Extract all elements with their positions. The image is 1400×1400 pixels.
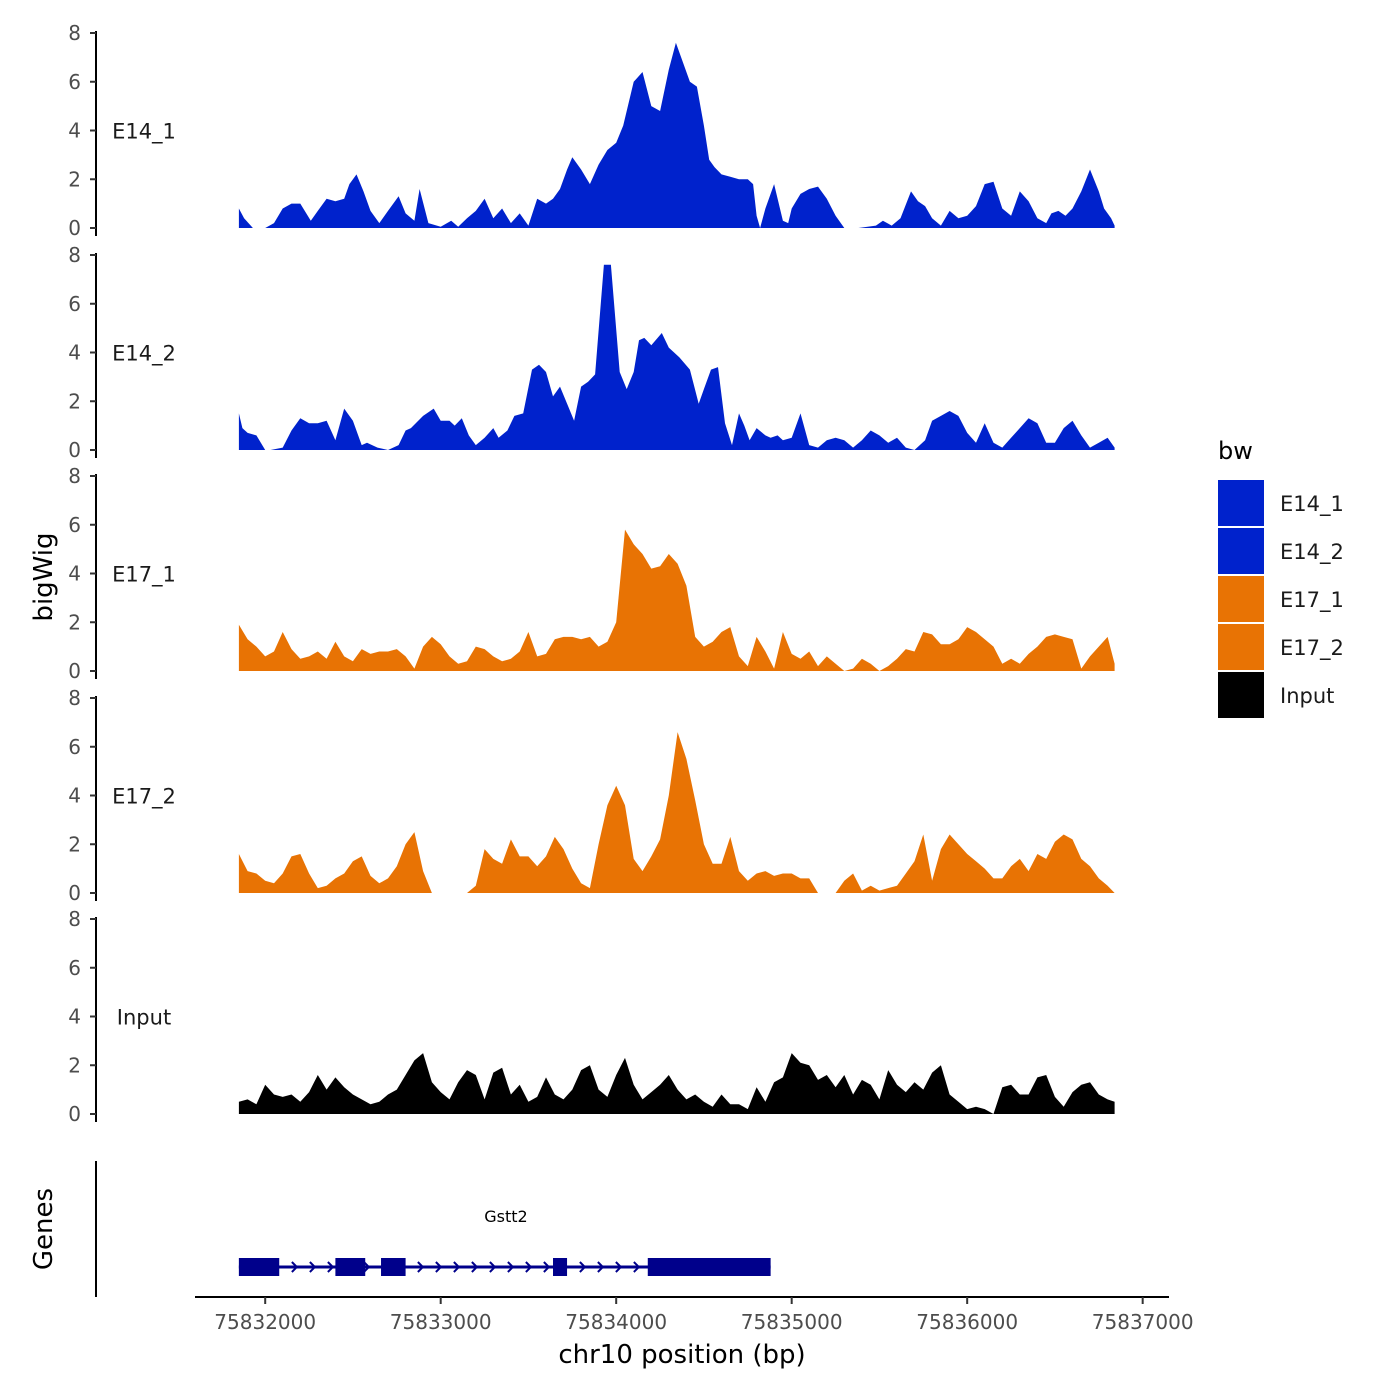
y-tick-label-e17-2-6: 6 xyxy=(68,735,81,759)
y-tick-label-input-6: 6 xyxy=(68,956,81,980)
x-ticks: 75832000 75833000 75834000 75835000 75836000… xyxy=(214,1297,1194,1334)
x-tick-label-75835000: 75835000 xyxy=(741,1310,843,1334)
gene-label-gstt2: Gstt2 xyxy=(484,1207,527,1226)
exon-2 xyxy=(335,1258,366,1276)
legend-label-e17-2: E17_2 xyxy=(1280,636,1344,661)
y-tick-label-input-0: 0 xyxy=(68,1102,81,1126)
y-tick-label-e17-1-0: 0 xyxy=(68,659,81,683)
y-tick-label-e14-2-6: 6 xyxy=(68,292,81,316)
strand-arrow xyxy=(363,1261,371,1273)
strand-arrow xyxy=(633,1261,641,1273)
track-label-e14-2: E14_2 xyxy=(112,342,176,367)
exon-3 xyxy=(381,1258,406,1276)
strand-arrow xyxy=(489,1261,497,1273)
legend-swatch-input xyxy=(1218,672,1264,718)
y-tick-label-e14-1-4: 4 xyxy=(68,119,81,143)
area-e17-2 xyxy=(238,732,1115,893)
x-tick-label-75832000: 75832000 xyxy=(214,1310,316,1334)
y-tick-label-e14-1-6: 6 xyxy=(68,70,81,94)
legend-label-e17-1: E17_1 xyxy=(1280,588,1344,613)
gene-glyphs xyxy=(238,1258,771,1276)
y-tick-label-input-4: 4 xyxy=(68,1005,81,1029)
area-e14-1 xyxy=(238,42,1115,228)
x-tick-label-75834000: 75834000 xyxy=(565,1310,667,1334)
y-tick-label-e14-2-8: 8 xyxy=(68,243,81,267)
legend: bw E14_1 E14_2 E17_1 E17_2 Input xyxy=(1218,437,1344,718)
y-tick-label-e17-2-0: 0 xyxy=(68,881,81,905)
track-label-input: Input xyxy=(117,1006,171,1030)
genes-axis-title: Genes xyxy=(29,1188,59,1270)
x-axis-title: chr10 position (bp) xyxy=(558,1340,805,1370)
y-axis-title: bigWig xyxy=(29,532,59,621)
legend-swatch-e14-1 xyxy=(1218,480,1264,526)
y-tick-label-e17-2-8: 8 xyxy=(68,686,81,710)
legend-title: bw xyxy=(1218,437,1253,465)
y-tick-label-e17-1-6: 6 xyxy=(68,513,81,537)
exon-5 xyxy=(647,1258,771,1276)
strand-arrow xyxy=(471,1261,479,1273)
strand-arrow xyxy=(615,1261,623,1273)
x-tick-label-75837000: 75837000 xyxy=(1092,1310,1194,1334)
strand-arrow xyxy=(291,1261,299,1273)
y-tick-label-e17-1-4: 4 xyxy=(68,562,81,586)
legend-label-e14-1: E14_1 xyxy=(1280,492,1344,517)
strand-arrow xyxy=(507,1261,515,1273)
strand-arrow xyxy=(543,1261,551,1273)
area-e14-2 xyxy=(238,264,1115,450)
y-tick-label-e17-2-2: 2 xyxy=(68,832,81,856)
legend-swatch-e17-1 xyxy=(1218,576,1264,622)
x-axis: 75832000 75833000 75834000 75835000 75836000… xyxy=(195,1296,1194,1370)
y-tick-label-e17-2-4: 4 xyxy=(68,784,81,808)
y-tick-label-e14-2-0: 0 xyxy=(68,438,81,462)
y-tick-label-e14-2-4: 4 xyxy=(68,341,81,365)
y-tick-label-e14-1-0: 0 xyxy=(68,216,81,240)
strand-arrow xyxy=(417,1261,425,1273)
exon-1 xyxy=(238,1258,280,1276)
legend-swatch-e14-2 xyxy=(1218,528,1264,574)
legend-label-e14-2: E14_2 xyxy=(1280,540,1344,565)
strand-arrow xyxy=(597,1261,605,1273)
y-tick-label-e14-1-8: 8 xyxy=(68,21,81,45)
strand-arrow xyxy=(453,1261,461,1273)
track-label-e17-1: E17_1 xyxy=(112,563,176,588)
track-e14-1: 0 2 4 6 8 E14_1 xyxy=(68,21,1115,240)
genes-panel: Genes Gstt2 xyxy=(29,1161,771,1297)
track-e17-2: 0 2 4 6 8 E17_2 xyxy=(68,686,1115,905)
strand-arrow xyxy=(525,1261,533,1273)
strand-arrow xyxy=(309,1261,317,1273)
track-input: 0 2 4 6 8 Input xyxy=(68,907,1115,1126)
strand-arrow xyxy=(435,1261,443,1273)
y-tick-label-input-2: 2 xyxy=(68,1053,81,1077)
legend-entries: E14_1 E14_2 E17_1 E17_2 Input xyxy=(1218,480,1344,718)
y-tick-label-e17-1-8: 8 xyxy=(68,464,81,488)
y-tick-label-e14-2-2: 2 xyxy=(68,389,81,413)
x-tick-label-75833000: 75833000 xyxy=(390,1310,492,1334)
legend-label-input: Input xyxy=(1280,684,1334,708)
track-e14-2: 0 2 4 6 8 E14_2 xyxy=(68,243,1115,462)
track-label-e14-1: E14_1 xyxy=(112,120,176,145)
x-tick-label-75836000: 75836000 xyxy=(916,1310,1018,1334)
area-input xyxy=(238,1053,1115,1114)
y-tick-label-e14-1-2: 2 xyxy=(68,167,81,191)
tracks-group: 0 2 4 6 8 E14_1 0 2 4 6 8 E14_2 0 2 4 6 8 E17_1 0 2 4 6 8 E17_2… xyxy=(68,21,1115,1126)
track-e17-1: 0 2 4 6 8 E17_1 xyxy=(68,464,1115,683)
legend-swatch-e17-2 xyxy=(1218,624,1264,670)
strand-arrow xyxy=(579,1261,587,1273)
exon-4 xyxy=(553,1258,568,1276)
area-e17-1 xyxy=(238,529,1115,671)
strand-arrow xyxy=(327,1261,335,1273)
track-label-e17-2: E17_2 xyxy=(112,785,176,810)
y-tick-label-input-8: 8 xyxy=(68,907,81,931)
y-tick-label-e17-1-2: 2 xyxy=(68,610,81,634)
